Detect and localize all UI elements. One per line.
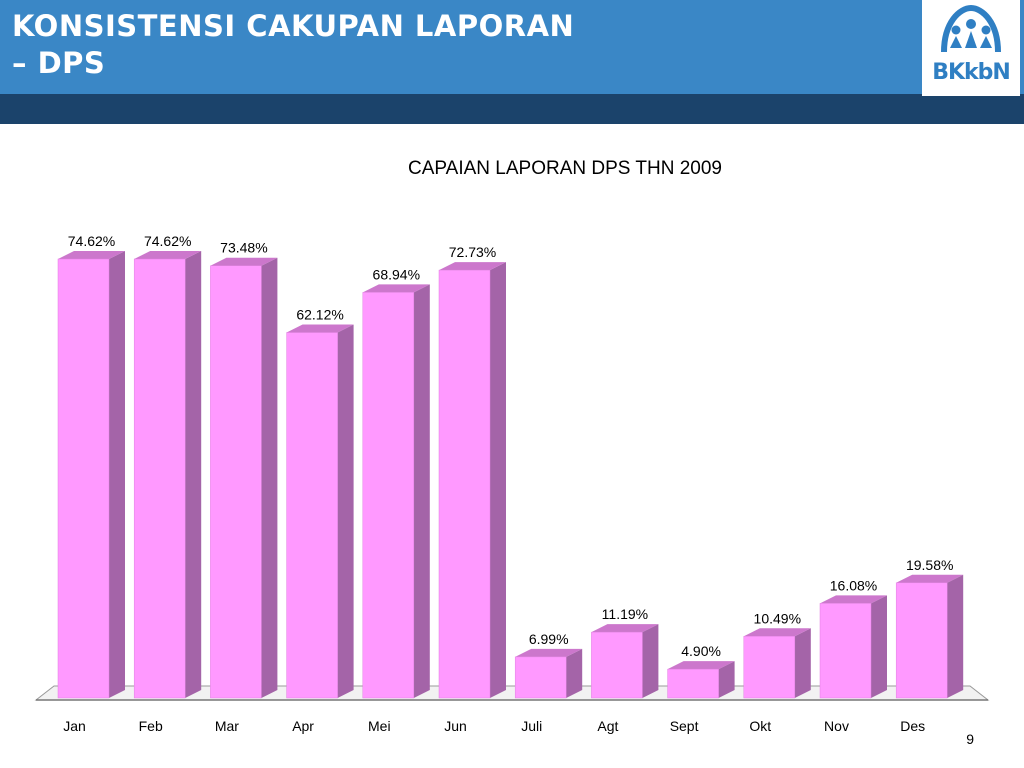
logo-text: BKkbN xyxy=(932,60,1011,85)
x-tick-label: Agt xyxy=(597,718,618,734)
bar-side xyxy=(871,595,887,698)
bar-top xyxy=(743,628,811,637)
bar-side xyxy=(642,624,659,698)
x-tick-label: Feb xyxy=(139,718,163,734)
bar-top xyxy=(210,257,278,266)
header-strip xyxy=(0,94,1024,124)
bar-top xyxy=(591,624,659,633)
bar-side xyxy=(794,628,811,698)
slide-title-line2: – DPS xyxy=(12,46,106,80)
data-label: 62.12% xyxy=(296,307,343,323)
family-logo-icon xyxy=(941,4,1001,53)
x-tick-label: Nov xyxy=(824,718,849,734)
slide-title: KONSISTENSI CAKUPAN LAPORAN – DPS xyxy=(12,8,574,82)
data-label: 74.62% xyxy=(68,233,115,249)
data-label: 4.90% xyxy=(681,643,721,659)
bar xyxy=(438,269,491,699)
bar xyxy=(210,265,262,699)
bar xyxy=(133,258,186,699)
bar-top xyxy=(362,284,430,293)
bar-side xyxy=(337,324,354,698)
bkkbn-logo: BKkbN xyxy=(922,0,1020,96)
bar-top xyxy=(667,661,735,670)
bar xyxy=(667,668,719,699)
bar xyxy=(819,603,872,699)
bar-side xyxy=(490,262,506,698)
bar xyxy=(57,258,110,699)
data-label: 73.48% xyxy=(220,240,267,256)
bar xyxy=(591,631,643,699)
x-tick-label: Jan xyxy=(63,718,86,734)
bar xyxy=(743,636,796,699)
x-tick-label: Sept xyxy=(670,718,699,734)
bar xyxy=(362,292,415,699)
data-label: 11.19% xyxy=(602,606,648,622)
x-tick-label: Apr xyxy=(292,718,314,734)
data-label: 72.73% xyxy=(449,244,496,260)
chart-title: CAPAIAN LAPORAN DPS THN 2009 xyxy=(408,158,722,179)
bar-top xyxy=(134,251,202,259)
bar-top xyxy=(286,324,354,333)
data-label: 16.08% xyxy=(830,577,877,593)
bar xyxy=(286,332,338,699)
data-label: 74.62% xyxy=(144,233,191,249)
bar-side xyxy=(261,257,278,698)
bar-top xyxy=(820,595,887,604)
header-bar xyxy=(0,0,1024,94)
data-label: 10.49% xyxy=(754,610,801,626)
bar xyxy=(514,656,567,699)
bar-top xyxy=(896,574,964,583)
bar-side xyxy=(413,284,430,698)
bar-side xyxy=(566,648,583,698)
bar-side xyxy=(947,574,964,698)
bar-side xyxy=(718,661,735,698)
x-tick-label: Jun xyxy=(444,718,467,734)
x-tick-label: Des xyxy=(900,718,925,734)
data-label: 68.94% xyxy=(373,266,420,282)
x-tick-label: Juli xyxy=(521,718,542,734)
data-label: 19.58% xyxy=(906,557,953,573)
bar-top xyxy=(58,251,125,259)
bar-top xyxy=(515,648,583,657)
bar-top xyxy=(439,262,506,271)
slide-title-line1: KONSISTENSI CAKUPAN LAPORAN xyxy=(12,9,575,43)
x-tick-label: Mei xyxy=(368,718,391,734)
bar-side xyxy=(109,251,125,698)
x-tick-label: Okt xyxy=(749,718,771,734)
x-tick-label: Mar xyxy=(215,718,239,734)
data-label: 6.99% xyxy=(529,631,569,647)
page-number: 9 xyxy=(966,731,974,747)
bar xyxy=(895,582,948,699)
bar-side xyxy=(185,251,202,698)
